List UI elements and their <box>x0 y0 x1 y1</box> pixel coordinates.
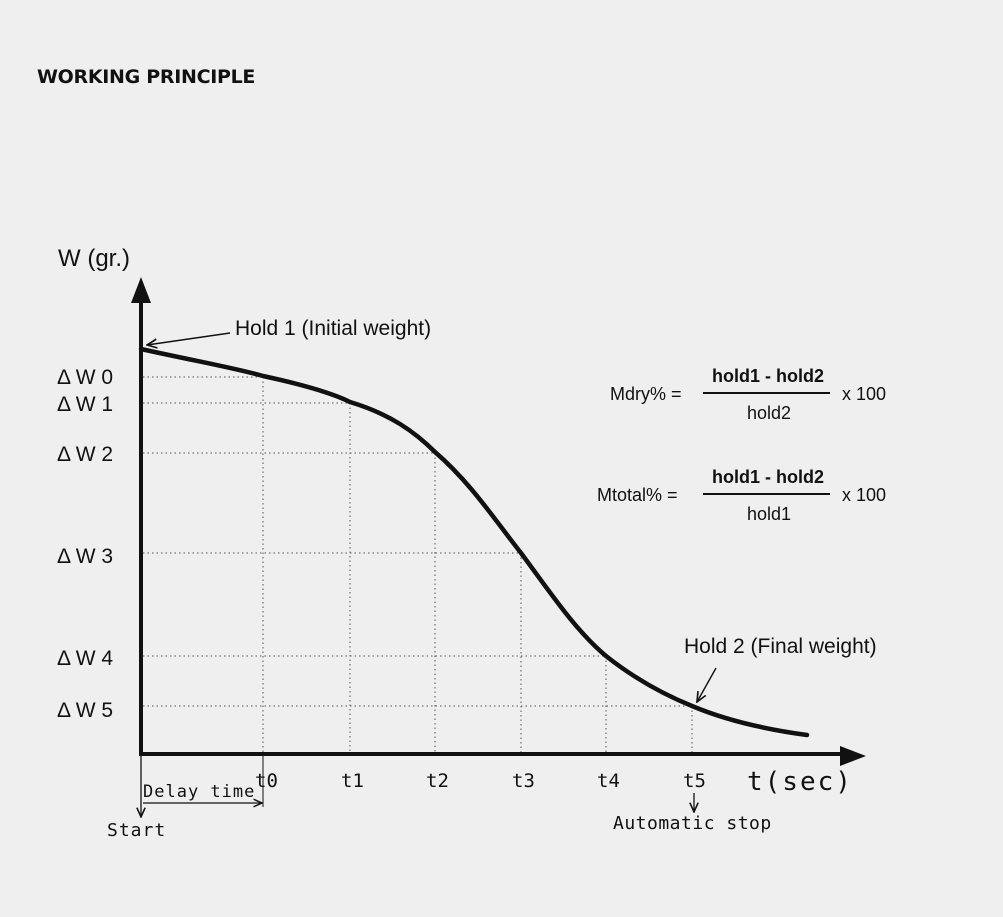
weight-level-label-w4: Δ W 4 <box>57 647 113 670</box>
mdry-formula-denominator: hold2 <box>747 403 791 423</box>
start-label: Start <box>107 820 166 841</box>
mtotal-formula: Mtotal% = hold1 - hold2 hold1 x 100 <box>597 467 886 524</box>
time-mark-label-t4: t4 <box>597 770 620 792</box>
weight-level-label-w5: Δ W 5 <box>57 699 113 722</box>
mdry-formula-multiplier: x 100 <box>842 384 886 404</box>
weight-loss-curve <box>138 346 810 738</box>
automatic-stop-label: Automatic stop <box>613 813 772 834</box>
x-axis-arrowhead <box>840 746 866 766</box>
grid-lines <box>143 376 693 753</box>
mdry-formula: Mdry% = hold1 - hold2 hold2 x 100 <box>610 366 886 423</box>
weight-level-label-w3: Δ W 3 <box>57 545 113 568</box>
hold1-annotation: Hold 1 (Initial weight) <box>235 317 431 340</box>
time-mark-label-t2: t2 <box>426 770 449 792</box>
delay-time-label: Delay time <box>143 782 255 802</box>
mdry-formula-label: Mdry% = <box>610 384 682 404</box>
time-mark-label-t1: t1 <box>341 770 364 792</box>
mtotal-formula-numerator: hold1 - hold2 <box>712 467 824 487</box>
weight-level-label-w1: Δ W 1 <box>57 393 113 416</box>
weight-level-label-w2: Δ W 2 <box>57 443 113 466</box>
time-mark-label-t3: t3 <box>512 770 535 792</box>
x-axis-label: t(sec) <box>747 767 853 797</box>
mdry-formula-numerator: hold1 - hold2 <box>712 366 824 386</box>
hold1-pointer-arrow <box>147 332 231 345</box>
weight-level-labels: Δ W 0 Δ W 1 Δ W 2 Δ W 3 Δ W 4 Δ W 5 <box>57 366 113 722</box>
mtotal-formula-denominator: hold1 <box>747 504 791 524</box>
axes <box>131 277 866 766</box>
weight-level-label-w0: Δ W 0 <box>57 366 113 389</box>
time-mark-label-t0: t0 <box>255 770 278 792</box>
time-mark-label-t5: t5 <box>683 770 706 792</box>
mtotal-formula-multiplier: x 100 <box>842 485 886 505</box>
mtotal-formula-label: Mtotal% = <box>597 485 678 505</box>
hold2-pointer-arrow <box>697 667 717 702</box>
time-mark-labels: t0 t1 t2 t3 t4 t5 <box>255 770 706 792</box>
y-axis-arrowhead <box>131 277 151 303</box>
y-axis-label: W (gr.) <box>58 245 130 272</box>
page-title: WORKING PRINCIPLE <box>37 66 256 88</box>
hold2-annotation: Hold 2 (Final weight) <box>684 635 877 658</box>
